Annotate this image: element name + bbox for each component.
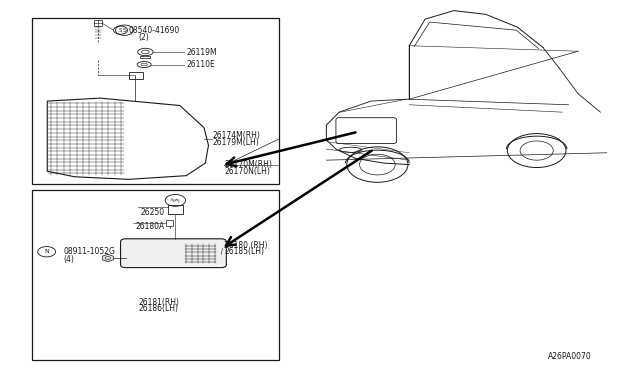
Text: 08540-41690: 08540-41690 <box>129 26 180 35</box>
Text: 26186(LH): 26186(LH) <box>138 304 179 314</box>
Text: 26180 (RH): 26180 (RH) <box>225 241 268 250</box>
Bar <box>95 20 102 26</box>
Text: 26174M(RH): 26174M(RH) <box>213 131 261 140</box>
Text: S: S <box>119 28 122 33</box>
Text: 26119M: 26119M <box>186 48 217 57</box>
Text: (4): (4) <box>64 254 75 264</box>
Text: 26170N(LH): 26170N(LH) <box>225 167 270 176</box>
Text: 26180A: 26180A <box>135 222 164 231</box>
Text: 26250: 26250 <box>140 208 164 217</box>
Polygon shape <box>102 254 113 262</box>
Text: 26179M(LH): 26179M(LH) <box>213 138 260 147</box>
Text: 08911-1052G: 08911-1052G <box>64 247 116 256</box>
FancyBboxPatch shape <box>120 239 227 267</box>
Text: 26170M(RH): 26170M(RH) <box>225 160 272 169</box>
Text: A26PA0070: A26PA0070 <box>548 352 592 361</box>
Bar <box>166 220 173 226</box>
Bar <box>140 56 150 58</box>
Bar <box>168 205 183 214</box>
Text: 26110E: 26110E <box>186 60 215 70</box>
Bar <box>32 18 278 184</box>
Bar <box>32 190 278 360</box>
Bar <box>129 72 143 79</box>
Text: N: N <box>44 249 49 254</box>
Text: 26181(RH): 26181(RH) <box>138 298 179 307</box>
Text: S: S <box>122 28 126 33</box>
Text: 26185(LH): 26185(LH) <box>225 247 264 256</box>
Text: (2): (2) <box>138 33 149 42</box>
